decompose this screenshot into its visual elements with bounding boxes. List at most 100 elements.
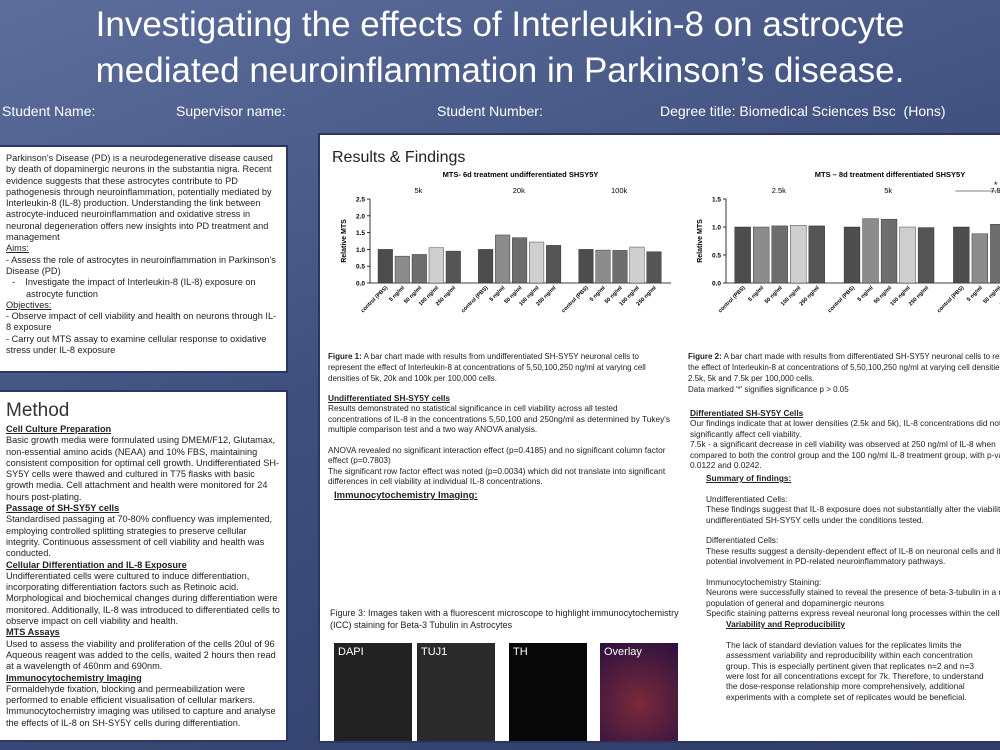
y-tick-label: 0.5 [356, 264, 365, 271]
x-tick-label: control (PBS) [827, 285, 856, 314]
group-label: 5k [415, 186, 423, 195]
paragraph: Results demonstrated no statistical sign… [328, 403, 670, 435]
image-label: TUJ1 [421, 646, 448, 658]
x-tick-label: control (PBS) [360, 285, 389, 314]
bar [917, 227, 935, 284]
y-tick-label: 0.0 [356, 281, 365, 288]
group-label: 5k [884, 186, 892, 195]
group-label: 20k [513, 186, 525, 195]
variability-section: Variability and Reproducibility The lack… [726, 619, 986, 702]
bar [495, 234, 511, 284]
y-axis-label: Relative MTS [697, 219, 704, 263]
method-panel: Method Cell Culture Preparation Basic gro… [0, 390, 288, 742]
aim: - Assess the role of astrocytes in neuro… [6, 254, 276, 276]
header-field: Degree title: Biomedical Sciences Bsc (H… [660, 103, 946, 119]
section-heading: Differentiated SH-SY5Y Cells [690, 408, 804, 418]
bar [411, 254, 427, 284]
paragraph: The lack of standard deviation values fo… [726, 639, 984, 702]
section-heading: Immunocytochemistry Imaging [6, 672, 142, 683]
method-title: Method [6, 400, 70, 421]
bar [753, 226, 770, 284]
bar [843, 226, 861, 284]
paragraph: The significant row factor effect was no… [328, 465, 666, 487]
icc-heading: Immunocytochemistry Imaging: [334, 490, 478, 501]
bar [377, 249, 393, 284]
bar [445, 250, 461, 284]
objective: - Carry out MTS assay to examine cellula… [6, 333, 267, 356]
y-tick-label: 2.5 [356, 197, 365, 204]
x-tick-label: control (PBS) [718, 285, 747, 314]
section-heading: MTS Assays [6, 627, 60, 638]
bar [629, 246, 645, 284]
intro-text: Parkinson's Disease (PD) is a neurodegen… [6, 153, 273, 243]
caption-text: A bar chart made with results from undif… [328, 352, 646, 383]
paragraph: Used to assess the viability and prolife… [6, 638, 276, 672]
paragraph: Formaldehyde fixation, blocking and perm… [6, 683, 276, 728]
y-tick-label: 2.0 [356, 213, 365, 220]
bar [899, 226, 916, 284]
intro-panel: Parkinson's Disease (PD) is a neurodegen… [0, 145, 288, 373]
section-heading: Passage of SH-SY5Y cells [6, 503, 120, 514]
bar [512, 237, 528, 284]
header-field: Student Name: [2, 103, 96, 119]
summary-label: Immunocytochemistry Staining: [706, 577, 822, 588]
y-tick-label: 0.5 [712, 253, 721, 260]
caption-label: Figure 1: [328, 352, 362, 361]
objectives-heading: Objectives: [6, 299, 52, 310]
bar [771, 225, 788, 284]
bar [646, 251, 662, 284]
paragraph: Neurons were successfully stained to rev… [706, 587, 1000, 608]
figure-caption: Figure 3: Images taken with a fluorescen… [330, 608, 679, 630]
figure-caption: Figure 2: A bar chart made with results … [688, 351, 1000, 395]
bar [880, 218, 898, 284]
paragraph: Basic growth media were formulated using… [6, 435, 280, 502]
bar [394, 255, 410, 284]
diff-section: Differentiated SH-SY5Y Cells Our finding… [690, 408, 1000, 470]
group-label: 100k [611, 186, 628, 195]
figure-caption: Figure 1: A bar chart made with results … [328, 351, 673, 384]
bar [790, 225, 807, 284]
results-panel: Results & Findings MTS- 6d treatment und… [318, 133, 1000, 743]
micrograph: TH [509, 643, 587, 741]
bar [971, 233, 989, 284]
x-tick-label: 250 ng/ml [799, 285, 822, 308]
section-heading: Variability and Reproducibility [726, 619, 845, 629]
summary-label: Undifferentiated Cells: [706, 493, 788, 504]
section-heading: Summary of findings: [706, 473, 792, 483]
x-tick-label: control (PBS) [460, 285, 489, 314]
figure-2: MTS – 8d treatment differentiated SHSY5Y… [697, 170, 1000, 314]
bar [428, 247, 444, 284]
group-label: 7.5k [990, 186, 1000, 195]
bar [612, 250, 628, 284]
bar [990, 224, 1000, 284]
bar [478, 249, 494, 284]
header-field: Student Number: [437, 103, 543, 119]
caption-text: A bar chart made with results from diffe… [688, 352, 1000, 383]
paragraph: 7.5k - a significant decrease in cell vi… [690, 439, 1000, 471]
y-tick-label: 1.0 [712, 225, 721, 232]
summary-section: Summary of findings: Undifferentiated Ce… [706, 473, 1000, 619]
paragraph: ANOVA revealed no significant interactio… [328, 445, 666, 466]
bar [595, 249, 611, 284]
bar [862, 218, 879, 284]
objective: - Observe impact of cell viability and h… [6, 311, 277, 333]
y-tick-label: 0.0 [712, 281, 721, 288]
image-label: Overlay [604, 646, 642, 658]
micrograph: DAPI [334, 643, 412, 741]
y-tick-label: 1.0 [356, 247, 365, 254]
results-title: Results & Findings [332, 149, 466, 166]
x-tick-label: 5 ng/ml [966, 285, 984, 303]
group-label: 2.5k [772, 186, 786, 195]
y-axis-label: Relative MTS [341, 219, 348, 263]
y-tick-label: 1.5 [712, 197, 721, 204]
summary-label: Differentiated Cells: [706, 535, 779, 546]
section-heading: Cell Culture Preparation [6, 424, 112, 434]
aims-heading: Aims: [6, 243, 29, 254]
chart-title: MTS- 6d treatment undifferentiated SHSY5… [443, 170, 599, 179]
image-label: DAPI [338, 646, 364, 658]
bar [529, 241, 545, 284]
image-label: TH [513, 646, 528, 658]
x-tick-label: control (PBS) [936, 285, 965, 314]
